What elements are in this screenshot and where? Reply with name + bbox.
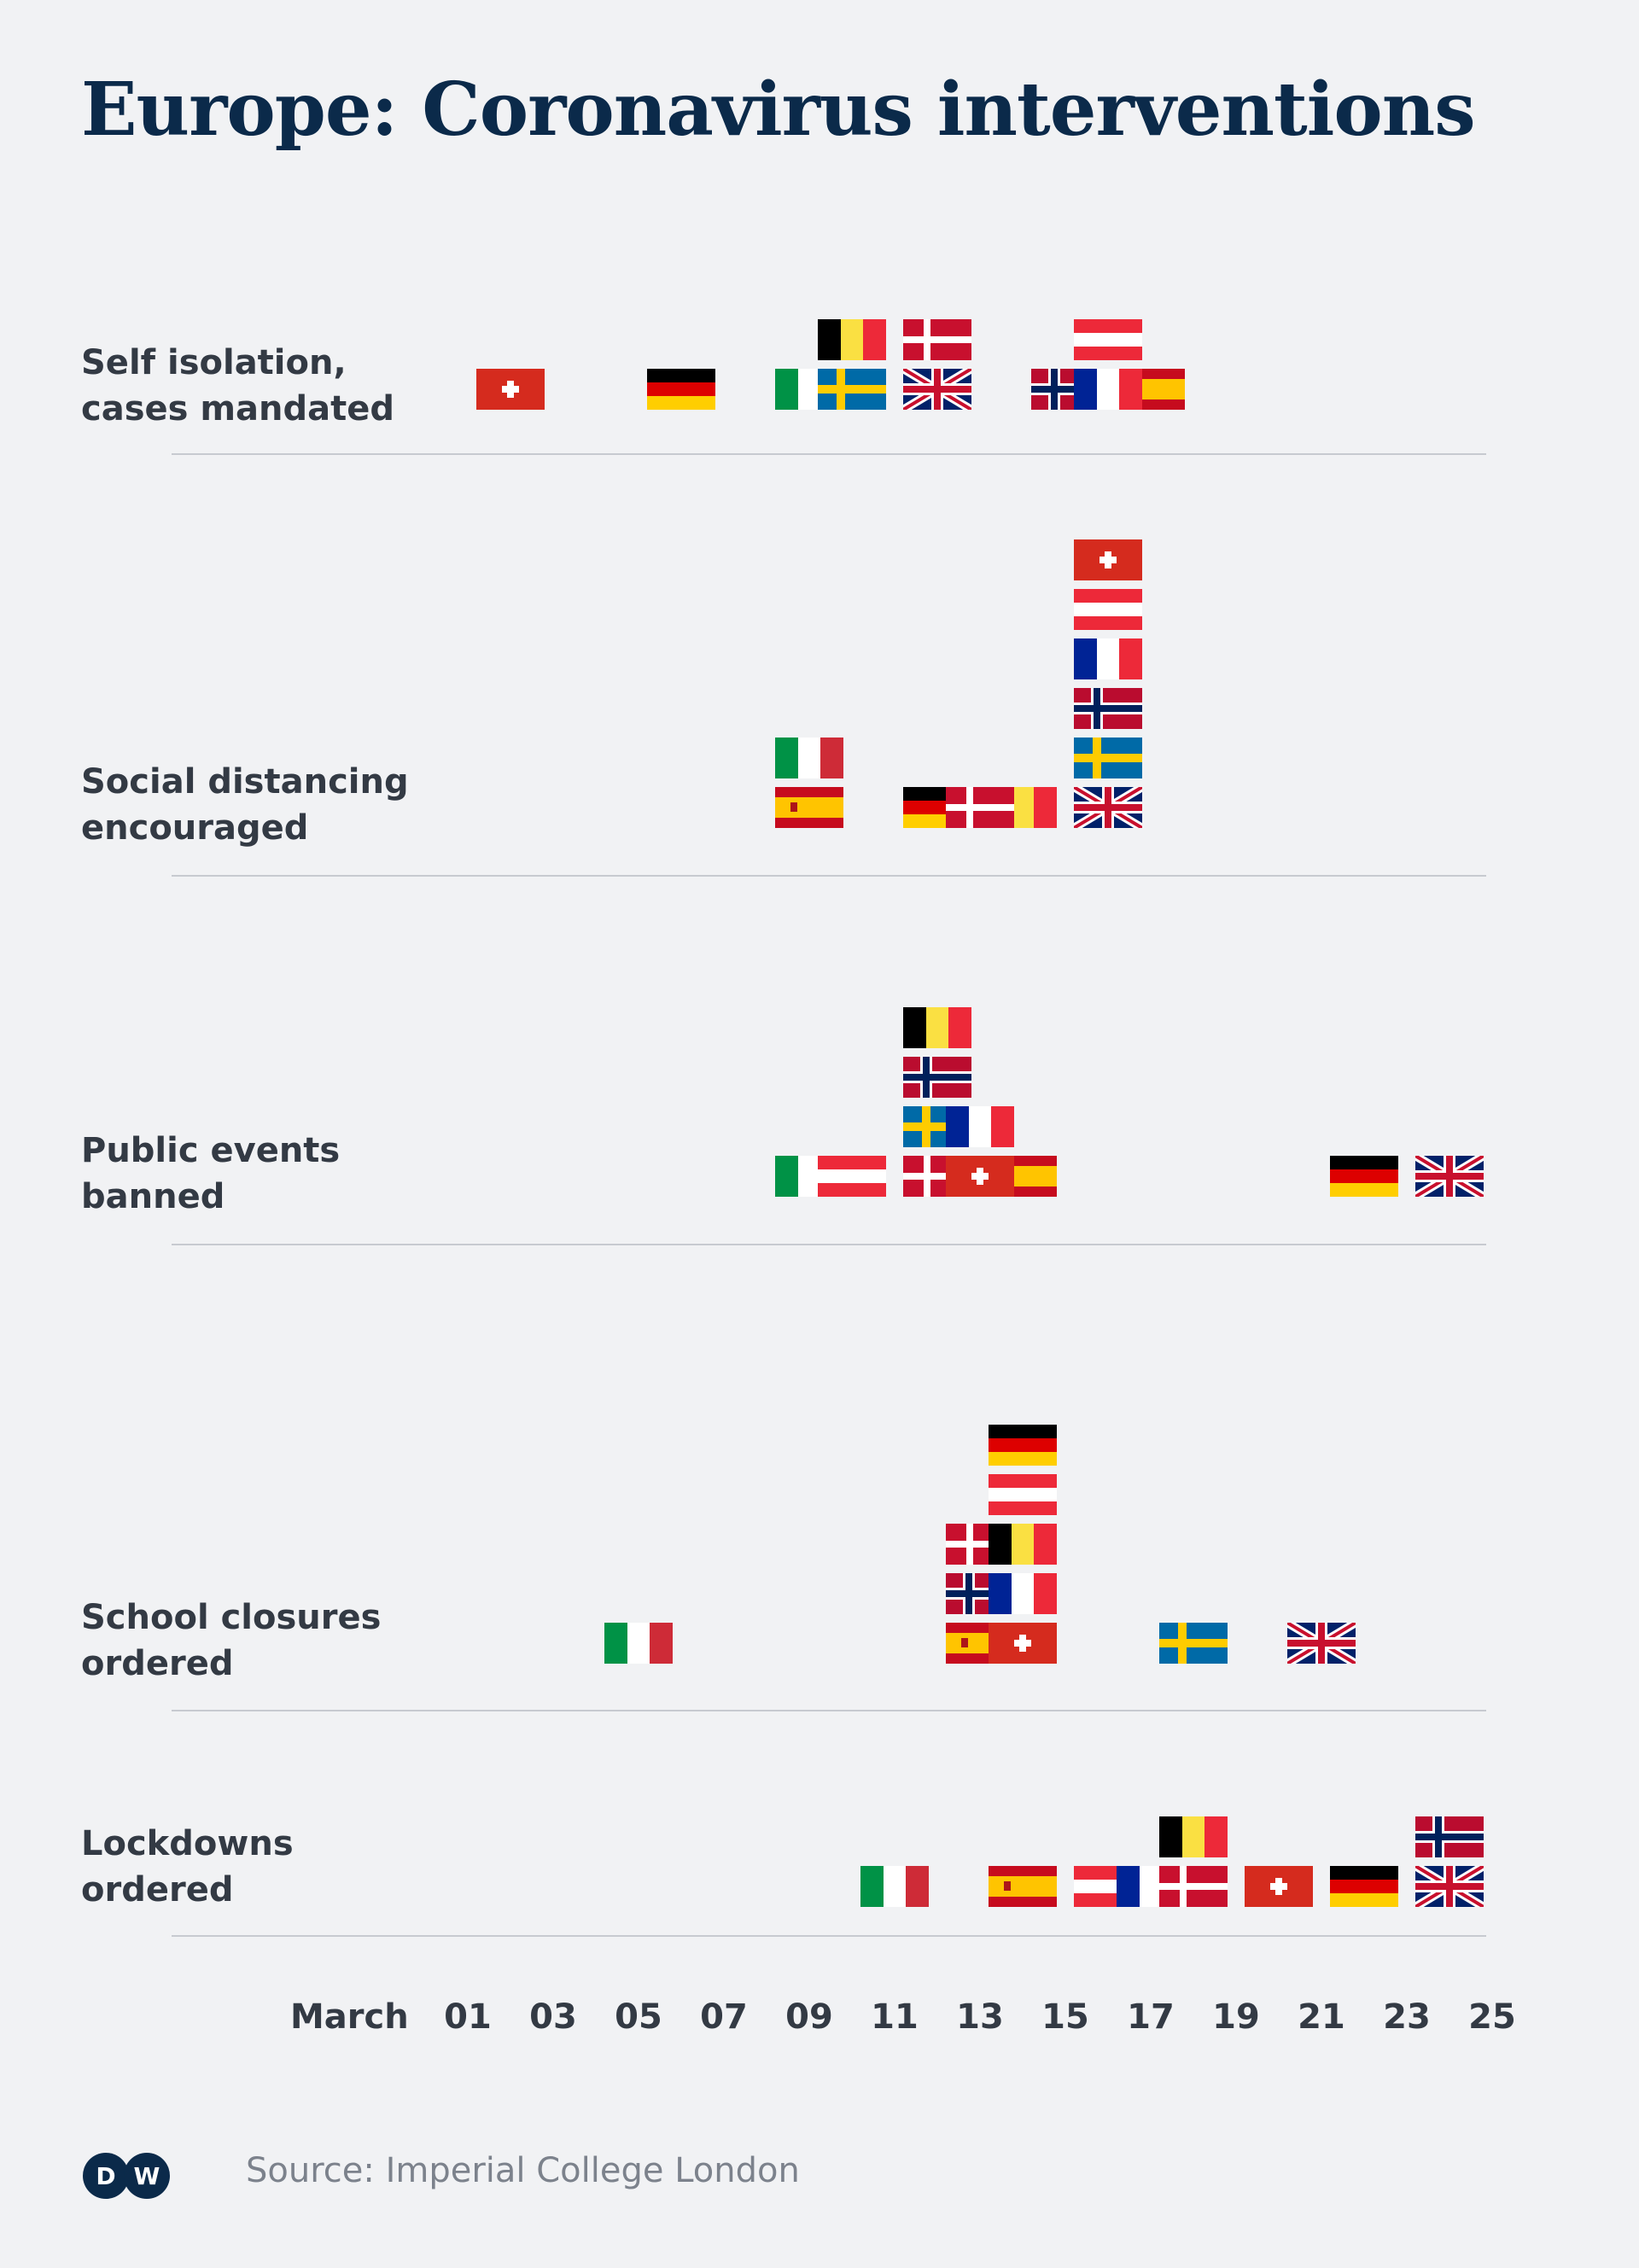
source-note: Source: Imperial College London	[246, 2151, 800, 2190]
flag-spain	[775, 787, 843, 828]
flag-norway	[1074, 688, 1142, 729]
flag-austria	[989, 1474, 1057, 1515]
row-separator	[172, 1935, 1486, 1937]
flag-italy	[604, 1623, 673, 1664]
flag-united-kingdom	[903, 369, 971, 410]
dw-logo: D W	[83, 2153, 170, 2199]
x-tick-label: 01	[444, 1997, 492, 2037]
flag-austria	[1074, 319, 1142, 360]
flag-france	[946, 1106, 1014, 1147]
flag-germany	[989, 1425, 1057, 1466]
x-tick-label: 09	[785, 1997, 833, 2037]
flag-france	[1074, 369, 1142, 410]
row-separator	[172, 1710, 1486, 1711]
flag-united-kingdom	[1074, 787, 1142, 828]
flag-switzerland	[946, 1156, 1014, 1197]
x-tick-label: 17	[1127, 1997, 1175, 2037]
x-tick-label: 11	[871, 1997, 919, 2037]
x-tick-label: 13	[956, 1997, 1004, 2037]
flag-switzerland	[1245, 1866, 1313, 1907]
flag-belgium	[989, 1524, 1057, 1565]
flag-germany	[1330, 1156, 1398, 1197]
category-label: Self isolation, cases mandated	[81, 343, 395, 429]
flag-italy	[775, 738, 843, 778]
x-tick-label: 15	[1041, 1997, 1089, 2037]
category-label: Social distancing encouraged	[81, 762, 409, 848]
category-label: Public events banned	[81, 1131, 341, 1216]
svg-text:D: D	[96, 2162, 115, 2190]
x-tick-label: 23	[1383, 1997, 1431, 2037]
flag-united-kingdom	[1415, 1156, 1484, 1197]
row-separator	[172, 453, 1486, 455]
chart-title: Europe: Coronavirus interventions	[81, 67, 1476, 153]
svg-text:W: W	[134, 2162, 160, 2190]
x-axis-title: March	[290, 1997, 409, 2037]
row-separator	[172, 1244, 1486, 1245]
flag-denmark	[1159, 1866, 1228, 1907]
flag-norway	[903, 1057, 971, 1098]
flag-italy	[860, 1866, 929, 1907]
flag-belgium	[1159, 1816, 1228, 1857]
flag-belgium	[903, 1007, 971, 1048]
category-label: School closures ordered	[81, 1598, 382, 1683]
flag-germany	[647, 369, 715, 410]
category-label: Lockdowns ordered	[81, 1824, 294, 1909]
flag-austria	[1074, 589, 1142, 630]
x-tick-label: 21	[1298, 1997, 1345, 2037]
x-tick-label: 07	[700, 1997, 748, 2037]
flag-switzerland	[1074, 539, 1142, 580]
flag-switzerland	[476, 369, 545, 410]
flag-united-kingdom	[1287, 1623, 1356, 1664]
flag-sweden	[1074, 738, 1142, 778]
flag-germany	[1330, 1866, 1398, 1907]
row-separator	[172, 875, 1486, 877]
flag-denmark	[946, 787, 1014, 828]
x-tick-label: 25	[1468, 1997, 1516, 2037]
x-tick-label: 19	[1212, 1997, 1260, 2037]
x-tick-label: 05	[615, 1997, 662, 2037]
flag-switzerland	[989, 1623, 1057, 1664]
flag-austria	[818, 1156, 886, 1197]
x-tick-label: 03	[529, 1997, 577, 2037]
flag-sweden	[1159, 1623, 1228, 1664]
flag-spain	[989, 1866, 1057, 1907]
flag-france	[989, 1573, 1057, 1614]
flag-sweden	[818, 369, 886, 410]
flag-denmark	[903, 319, 971, 360]
flag-belgium	[818, 319, 886, 360]
flag-france	[1074, 638, 1142, 679]
flag-united-kingdom	[1415, 1866, 1484, 1907]
flag-norway	[1415, 1816, 1484, 1857]
